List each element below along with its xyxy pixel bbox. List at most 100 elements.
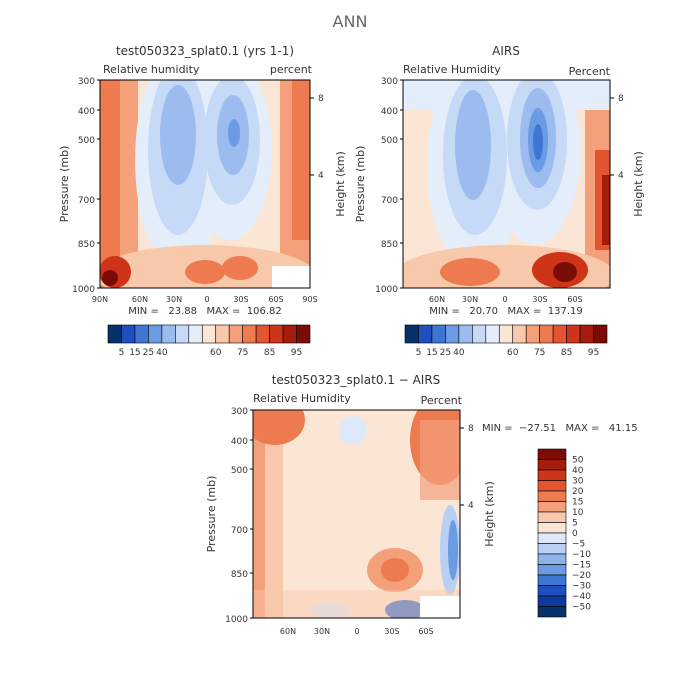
height-tick-label: 4 — [318, 171, 324, 181]
colorbar-swatch — [445, 324, 460, 344]
colorbar: 5 15 25 40 60 75 85 95 — [404, 324, 608, 358]
y-tick-label: 400 — [231, 437, 248, 447]
panel-title: test050323_splat0.1 (yrs 1-1) — [116, 44, 294, 58]
colorbar-label: 25 — [143, 348, 154, 358]
x-axis-ticks: 60N 30N 0 30S 60S — [429, 295, 583, 304]
colorbar-label: 85 — [264, 348, 275, 358]
units-label: percent — [270, 63, 313, 76]
colorbar-swatch — [296, 324, 311, 344]
colorbar-label: 85 — [561, 348, 572, 358]
x-tick-label: 90S — [302, 295, 317, 304]
colorbar-label: −15 — [572, 561, 591, 571]
colorbar-label: −50 — [572, 603, 591, 613]
contour-band — [440, 258, 500, 286]
y-axis-label: Pressure (mb) — [58, 146, 71, 223]
x-axis-ticks: 60N 30N 0 30S 60S — [280, 627, 434, 636]
panel-model: test050323_splat0.1 (yrs 1-1) Relative h… — [58, 44, 347, 358]
plot-frame — [402, 79, 611, 289]
colorbar-swatch — [458, 324, 473, 344]
contour-band — [553, 262, 577, 282]
figure-title: ANN — [333, 12, 368, 31]
colorbar-label: 0 — [572, 529, 578, 539]
y-tick-label: 300 — [231, 407, 248, 417]
colorbar-swatch — [107, 324, 122, 344]
x-tick-label: 90N — [92, 295, 108, 304]
colorbar-label: 75 — [534, 348, 545, 358]
colorbar-label: 40 — [156, 348, 168, 358]
panel-difference: test050323_splat0.1 − AIRS Relative Humi… — [205, 373, 638, 636]
contour-band — [385, 600, 425, 618]
x-axis-ticks: 90N 60N 30N 0 30S 60S 90S — [92, 295, 318, 304]
colorbar-swatch — [539, 324, 554, 344]
y-tick-label: 700 — [381, 196, 398, 206]
x-tick-label: 60S — [268, 295, 283, 304]
colorbar-label: 30 — [572, 477, 584, 487]
colorbar-swatch — [537, 490, 567, 502]
contour-band — [448, 520, 458, 580]
colorbar-swatch — [537, 469, 567, 481]
colorbar-swatch — [537, 543, 567, 555]
colorbar-label: 60 — [210, 348, 222, 358]
y-axis-label: Pressure (mb) — [354, 146, 367, 223]
colorbar-label: 5 — [119, 348, 125, 358]
colorbar-swatch — [228, 324, 243, 344]
units-label: Percent — [569, 65, 611, 78]
y-tick-label: 500 — [231, 466, 248, 476]
colorbar-swatch — [537, 501, 567, 513]
height-tick-label: 4 — [618, 171, 624, 181]
colorbar-swatch — [269, 324, 284, 344]
colorbar-swatch — [537, 448, 567, 460]
colorbar-swatch — [537, 585, 567, 597]
colorbar-swatch — [255, 324, 270, 344]
x-tick-label: 30N — [314, 627, 330, 636]
variable-label: Relative humidity — [103, 63, 200, 76]
colorbar-swatch — [537, 532, 567, 544]
y-axis-ticks: 300 400 500 700 850 1000 — [72, 77, 100, 295]
colorbar-label: 10 — [572, 508, 584, 518]
colorbar-label: 40 — [453, 348, 465, 358]
colorbar-label: 75 — [237, 348, 248, 358]
colorbar-label: 95 — [588, 348, 599, 358]
y-tick-label: 500 — [78, 136, 95, 146]
y-tick-label: 1000 — [375, 285, 398, 295]
x-tick-label: 30S — [233, 295, 248, 304]
colorbar-label: 5 — [572, 519, 578, 529]
y-tick-label: 850 — [78, 240, 95, 250]
height-tick-label: 8 — [618, 94, 624, 104]
colorbar-swatch — [498, 324, 514, 344]
x-tick-label: 0 — [502, 295, 507, 304]
contour-field — [403, 80, 610, 288]
colorbar-swatch — [175, 324, 190, 344]
units-label: Percent — [421, 394, 463, 407]
colorbar-swatch — [431, 324, 446, 344]
colorbar-swatch — [566, 324, 581, 344]
colorbar-swatch — [525, 324, 540, 344]
y-tick-label: 850 — [231, 570, 248, 580]
colorbar-swatch — [134, 324, 149, 344]
colorbar-swatch — [472, 324, 487, 344]
height-tick-label: 8 — [318, 94, 324, 104]
height-tick-label: 4 — [468, 501, 474, 511]
x-tick-label: 60S — [567, 295, 582, 304]
min-max-stats: MIN = −27.51 MAX = 41.15 — [482, 423, 638, 434]
y-tick-label: 300 — [78, 77, 95, 87]
colorbar-swatch — [537, 574, 567, 586]
colorbar-swatch — [201, 324, 217, 344]
colorbar-swatch — [537, 522, 567, 534]
y-axis-ticks: 300 400 500 700 850 1000 — [375, 77, 403, 295]
contour-band — [381, 558, 409, 582]
contour-band — [228, 119, 240, 147]
right-axis-label: Height (km) — [632, 151, 645, 217]
x-tick-label: 30N — [462, 295, 478, 304]
colorbar-label: 15 — [129, 348, 140, 358]
y-tick-label: 700 — [78, 196, 95, 206]
contour-band — [292, 80, 310, 240]
x-tick-label: 30S — [384, 627, 399, 636]
colorbar-swatch — [537, 511, 567, 523]
min-max-stats: MIN = 20.70 MAX = 137.19 — [429, 306, 583, 317]
colorbar-swatch — [282, 324, 297, 344]
y-tick-label: 300 — [381, 77, 398, 87]
missing-data — [420, 596, 460, 618]
panel-airs: AIRS Relative Humidity Percent — [354, 44, 645, 358]
y-tick-label: 400 — [381, 107, 398, 117]
